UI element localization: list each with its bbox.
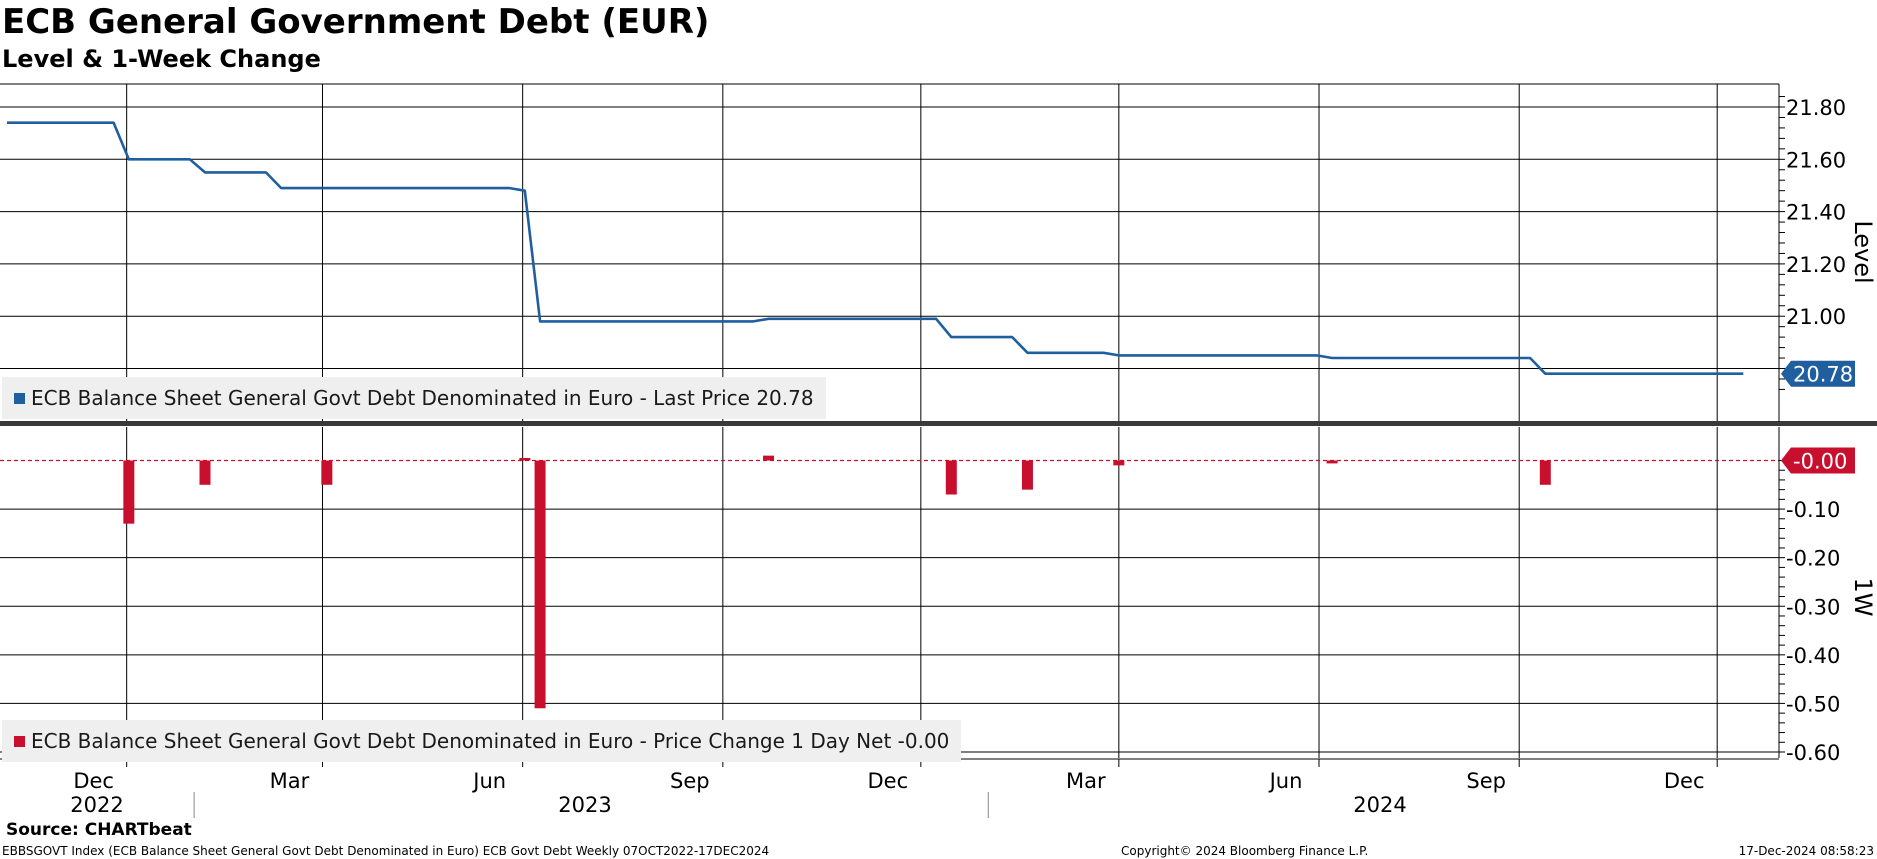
y-tick-label: -0.60 xyxy=(1786,741,1840,765)
legend-change-label: ECB Balance Sheet General Govt Debt Deno… xyxy=(31,729,950,753)
change-bar xyxy=(534,460,546,709)
x-month-label: Dec xyxy=(1664,769,1705,793)
chart-title: ECB General Government Debt (EUR) xyxy=(2,2,710,42)
x-month-label: Jun xyxy=(471,769,506,793)
footer-timestamp: 17-Dec-2024 08:58:23 xyxy=(1738,844,1874,858)
last-value-change: -0.00 xyxy=(1793,450,1847,474)
x-month-label: Mar xyxy=(1066,769,1106,793)
y-axis-title-change: 1W xyxy=(1849,578,1877,617)
x-month-label: Dec xyxy=(868,769,909,793)
change-bar xyxy=(321,460,333,485)
legend-level-label: ECB Balance Sheet General Govt Debt Deno… xyxy=(31,386,814,410)
legend-change-swatch xyxy=(14,735,25,747)
x-month-label: Sep xyxy=(670,769,710,793)
change-bars xyxy=(123,455,1551,709)
change-bar xyxy=(945,460,957,495)
footer-left: EBBSGOVT Index (ECB Balance Sheet Genera… xyxy=(2,844,770,858)
y-tick-label: -0.30 xyxy=(1786,595,1840,619)
x-year-label: 2024 xyxy=(1353,793,1406,817)
grid-lines xyxy=(0,83,1779,758)
y-tick-label: -0.40 xyxy=(1786,644,1840,668)
panel-separator xyxy=(0,421,1877,426)
change-bar xyxy=(199,460,211,485)
legend-level-swatch xyxy=(14,392,25,404)
y-tick-label: -0.20 xyxy=(1786,547,1840,571)
x-year-label: 2022 xyxy=(70,793,123,817)
y-tick-label: 21.60 xyxy=(1786,148,1846,172)
y-tick-label: 21.40 xyxy=(1786,201,1846,225)
axes: 21.80 21.60 21.40 21.20 21.00 -0.10 -0.20 -0.30… xyxy=(0,84,1877,818)
x-month-label: Dec xyxy=(73,769,114,793)
y-tick-label: -0.50 xyxy=(1786,692,1840,716)
y-tick-label: -0.10 xyxy=(1786,498,1840,522)
y-axis-title-level: Level xyxy=(1849,220,1877,283)
legend-level: ECB Balance Sheet General Govt Debt Deno… xyxy=(2,377,826,419)
y-tick-label: 21.80 xyxy=(1786,96,1846,120)
x-month-label: Mar xyxy=(270,769,310,793)
footer-copyright: Copyright© 2024 Bloomberg Finance L.P. xyxy=(1121,844,1369,858)
x-month-label: Sep xyxy=(1466,769,1506,793)
legend-change: ECB Balance Sheet General Govt Debt Deno… xyxy=(2,720,962,762)
level-line xyxy=(6,121,1744,376)
source-note: Source: CHARTbeat xyxy=(6,820,192,840)
last-value-level: 20.78 xyxy=(1793,363,1853,387)
x-month-label: Jun xyxy=(1268,769,1303,793)
y-tick-label: 21.00 xyxy=(1786,305,1846,329)
change-bar xyxy=(1113,460,1125,466)
change-bar xyxy=(763,455,775,461)
change-bar xyxy=(1021,460,1033,490)
change-bar xyxy=(1539,460,1551,485)
last-value-change-box xyxy=(1781,447,1855,474)
x-year-label: 2023 xyxy=(558,793,611,817)
change-bar xyxy=(519,458,531,461)
chart-subtitle: Level & 1-Week Change xyxy=(2,45,321,73)
change-bar xyxy=(123,460,135,524)
level-series-line xyxy=(7,121,1744,376)
change-bar xyxy=(1326,460,1338,464)
y-tick-label: 21.20 xyxy=(1786,253,1846,277)
last-value-level-box xyxy=(1781,360,1855,387)
